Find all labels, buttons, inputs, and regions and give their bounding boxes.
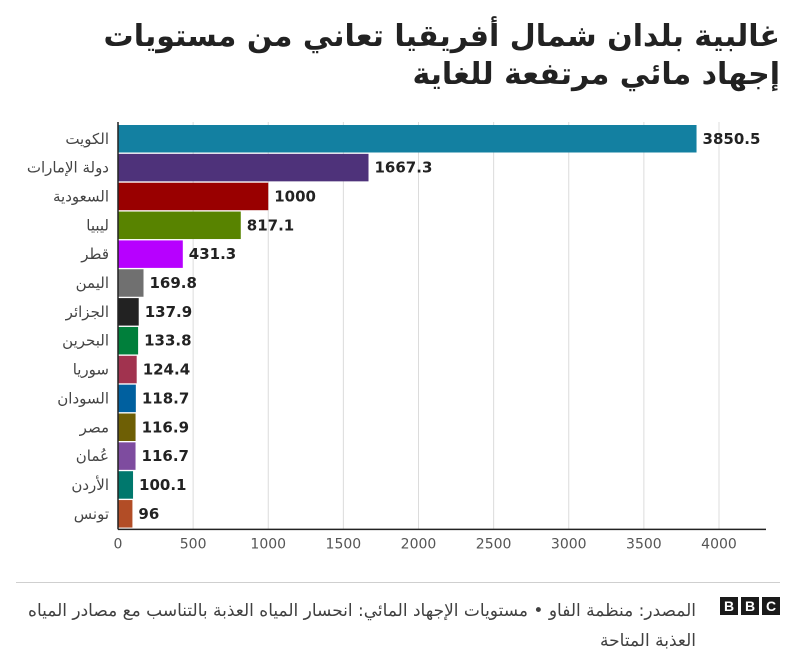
category-label: السعودية bbox=[53, 187, 109, 205]
bar bbox=[118, 355, 137, 384]
bar-value-label: 116.7 bbox=[142, 447, 189, 465]
category-label: السودان bbox=[57, 389, 109, 407]
bar bbox=[118, 125, 697, 153]
category-label: مصر bbox=[79, 418, 109, 436]
category-label: ليبيا bbox=[86, 216, 109, 234]
bar-value-label: 124.4 bbox=[143, 361, 190, 379]
category-label: سوريا bbox=[73, 361, 109, 379]
x-tick-label: 3500 bbox=[626, 536, 662, 552]
bar-value-label: 100.1 bbox=[139, 476, 186, 494]
bar-value-label: 817.1 bbox=[247, 216, 294, 234]
x-tick-label: 2000 bbox=[401, 536, 437, 552]
bar-value-label: 3850.5 bbox=[703, 130, 761, 148]
bar-value-label: 431.3 bbox=[189, 245, 236, 263]
bar-chart: 0 500 1000 1500 2000 2500 3000 3500 4000 3850.5 ال… bbox=[27, 122, 766, 552]
bar bbox=[118, 471, 134, 499]
footer-divider bbox=[16, 582, 780, 583]
bar bbox=[118, 413, 136, 441]
x-tick-label: 3000 bbox=[551, 536, 587, 552]
x-tick-label: 0 bbox=[114, 536, 123, 552]
bar bbox=[118, 500, 133, 528]
bar-value-label: 116.9 bbox=[142, 418, 189, 436]
category-label: قطر bbox=[80, 245, 109, 263]
bbc-logo-letter-2: B bbox=[741, 597, 759, 615]
bar-value-label: 1667.3 bbox=[375, 159, 433, 177]
bar-value-label: 133.8 bbox=[144, 332, 191, 350]
x-tick-label: 1500 bbox=[326, 536, 362, 552]
bar bbox=[118, 326, 139, 355]
bar bbox=[118, 384, 136, 413]
bar-value-label: 118.7 bbox=[142, 389, 189, 407]
bar bbox=[118, 298, 139, 326]
category-label: اليمن bbox=[76, 274, 109, 292]
chart-title: غالبية بلدان شمال أفريقيا تعاني من مستوي… bbox=[103, 19, 780, 92]
bar bbox=[118, 442, 136, 470]
bar bbox=[118, 211, 241, 240]
bbc-logo-letter-1: B bbox=[720, 597, 738, 615]
bar-value-label: 96 bbox=[138, 505, 159, 523]
bar-value-label: 169.8 bbox=[150, 274, 197, 292]
category-label: عُمان bbox=[76, 447, 109, 465]
x-tick-label: 1000 bbox=[250, 536, 286, 552]
bar bbox=[118, 153, 369, 182]
bar-value-label: 137.9 bbox=[145, 303, 192, 321]
bar bbox=[118, 269, 144, 297]
bbc-logo: B B C bbox=[720, 597, 780, 615]
category-label: دولة الإمارات bbox=[27, 159, 109, 177]
x-tick-label: 4000 bbox=[701, 536, 737, 552]
x-tick-label: 2500 bbox=[476, 536, 512, 552]
category-label: البحرين bbox=[62, 332, 109, 350]
bbc-logo-letter-3: C bbox=[762, 597, 780, 615]
category-label: الكويت bbox=[65, 130, 109, 148]
bar-value-label: 1000 bbox=[274, 187, 316, 205]
bar bbox=[118, 240, 183, 268]
category-label: الأردن bbox=[71, 475, 109, 494]
category-label: الجزائر bbox=[65, 303, 109, 321]
source-note: المصدر: منظمة الفاو • مستويات الإجهاد ال… bbox=[28, 601, 696, 651]
category-label: تونس bbox=[74, 505, 109, 523]
x-tick-label: 500 bbox=[180, 536, 207, 552]
bar bbox=[118, 182, 269, 211]
